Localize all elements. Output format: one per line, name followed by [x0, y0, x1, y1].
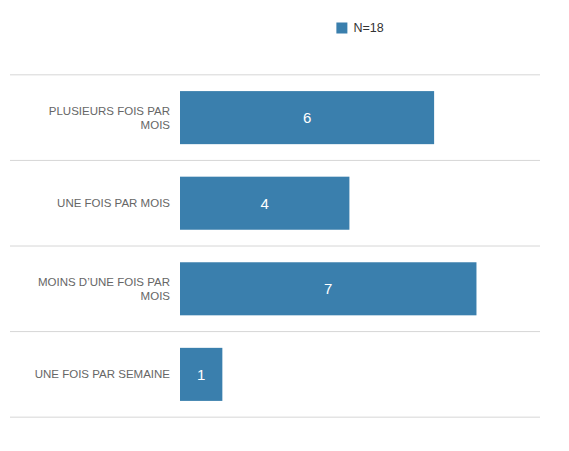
grid-line — [10, 331, 540, 332]
data-label: 1 — [197, 366, 205, 383]
bar — [180, 91, 434, 144]
chart-container: 1746UNE FOIS PAR SEMAINEMOINS D’UNE FOIS… — [0, 0, 569, 451]
data-label: 7 — [324, 280, 332, 297]
category-label: MOINS D’UNE FOIS PARMOIS — [38, 276, 170, 302]
legend-label: N=18 — [353, 21, 383, 35]
data-label: 6 — [303, 109, 311, 126]
bar — [180, 348, 222, 401]
grid-line — [10, 74, 540, 75]
grid-line — [10, 417, 540, 418]
category-label: PLUSIEURS FOIS PARMOIS — [49, 105, 171, 131]
y-axis-labels: UNE FOIS PAR SEMAINE MOINS D’UNE FOIS PAR… — [35, 105, 171, 381]
legend-swatch — [336, 23, 347, 34]
category-label: UNE FOIS PAR SEMAINE — [35, 368, 171, 380]
bars — [180, 91, 476, 401]
grid-line — [10, 246, 540, 247]
grid-line — [10, 160, 540, 161]
legend: N=18 — [336, 21, 383, 35]
bar — [180, 262, 476, 315]
category-label: UNE FOIS PAR MOIS — [57, 197, 170, 209]
grid — [10, 75, 540, 417]
data-labels: 1746 — [197, 109, 332, 383]
bar — [180, 177, 349, 230]
data-label: 4 — [261, 195, 269, 212]
chart: 1746UNE FOIS PAR SEMAINEMOINS D’UNE FOIS… — [0, 0, 569, 451]
